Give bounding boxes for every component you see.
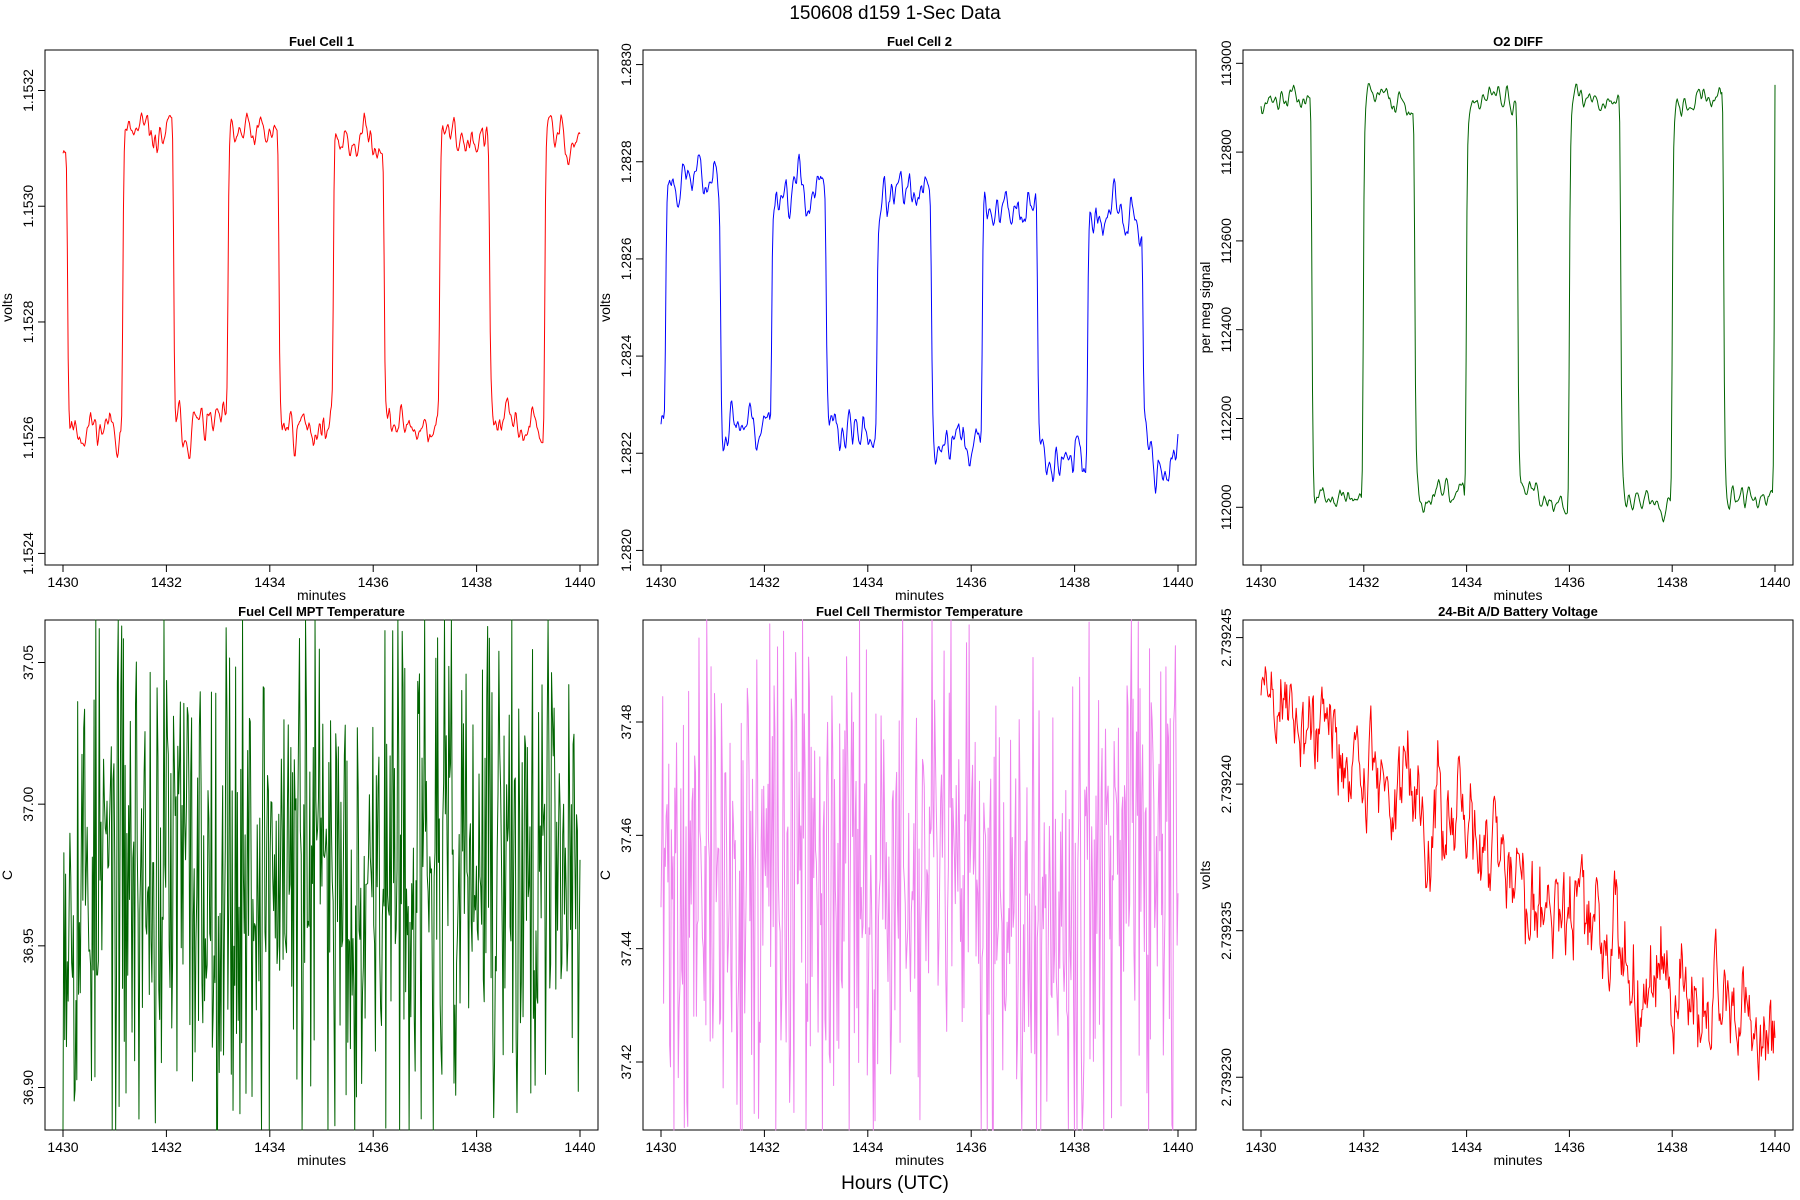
y-axis-label: C	[0, 870, 15, 880]
x-tick-label: 1440	[564, 574, 595, 590]
x-tick-label: 1430	[645, 574, 676, 590]
x-tick-label: 1430	[47, 574, 78, 590]
figure-xlabel: Hours (UTC)	[841, 1173, 949, 1194]
x-tick-label: 1436	[956, 1139, 987, 1155]
y-tick-label: 1.1532	[20, 69, 36, 112]
y-tick-label: 1.1528	[20, 300, 36, 343]
x-tick-label: 1432	[1348, 574, 1379, 590]
y-axis-label: volts	[1197, 861, 1213, 890]
x-tick-label: 1440	[1162, 574, 1193, 590]
y-tick-label: 2.739240	[1218, 755, 1234, 814]
y-tick-label: 1.2820	[618, 529, 634, 572]
y-tick-label: 1.1524	[20, 532, 36, 575]
y-tick-label: 112800	[1218, 129, 1234, 175]
x-axis-label: minutes	[297, 587, 346, 603]
x-tick-label: 1434	[1451, 1139, 1482, 1155]
x-tick-label: 1438	[1657, 1139, 1688, 1155]
x-axis-label: minutes	[895, 1152, 944, 1168]
y-tick-label: 112600	[1218, 218, 1234, 264]
x-tick-label: 1436	[956, 574, 987, 590]
y-tick-label: 37.00	[20, 786, 36, 821]
x-tick-label: 1438	[1059, 1139, 1090, 1155]
x-tick-label: 1436	[1554, 1139, 1585, 1155]
y-tick-label: 37.44	[618, 931, 634, 966]
y-tick-label: 2.739235	[1218, 901, 1234, 960]
y-tick-label: 1.2822	[618, 432, 634, 475]
y-tick-label: 113000	[1218, 40, 1234, 86]
y-tick-label: 36.90	[20, 1070, 36, 1105]
x-tick-label: 1438	[1059, 574, 1090, 590]
panel-title: 24-Bit A/D Battery Voltage	[1438, 604, 1598, 619]
x-tick-label: 1438	[461, 1139, 492, 1155]
y-tick-label: 1.1530	[20, 185, 36, 228]
x-tick-label: 1434	[1451, 574, 1482, 590]
y-tick-label: 1.2824	[618, 334, 634, 377]
series-line-fuel-cell-2	[660, 153, 1179, 494]
y-tick-label: 2.739230	[1218, 1048, 1234, 1107]
y-tick-label: 1.2826	[618, 237, 634, 280]
x-tick-label: 1438	[1657, 574, 1688, 590]
y-tick-label: 112400	[1218, 307, 1234, 353]
series-line-fuel-cell-1	[62, 112, 581, 460]
x-tick-label: 1430	[1245, 1139, 1276, 1155]
panel-title: Fuel Cell 1	[289, 34, 354, 49]
panel-title: O2 DIFF	[1493, 34, 1543, 49]
series-line-fuel-cell-thermistor-temperature	[660, 619, 1179, 1131]
y-tick-label: 37.42	[618, 1044, 634, 1079]
x-tick-label: 1432	[749, 1139, 780, 1155]
plot-frame-1	[44, 49, 599, 566]
y-tick-label: 36.95	[20, 928, 36, 963]
x-tick-label: 1434	[254, 574, 285, 590]
plot-frame-4	[44, 619, 599, 1131]
x-tick-label: 1434	[852, 1139, 883, 1155]
x-tick-label: 1430	[47, 1139, 78, 1155]
plot-frame-3	[1242, 49, 1794, 566]
y-axis-label: volts	[0, 293, 15, 322]
plot-frame-2	[642, 49, 1197, 566]
y-tick-label: 1.2830	[618, 43, 634, 86]
plot-frame-5	[642, 619, 1197, 1131]
series-line-fuel-cell-mpt-temperature	[62, 619, 581, 1131]
y-axis-label: per meg signal	[1197, 262, 1213, 354]
x-tick-label: 1438	[461, 574, 492, 590]
series-line-o2-diff	[1260, 82, 1776, 523]
panel-title: Fuel Cell Thermistor Temperature	[816, 604, 1023, 619]
x-axis-label: minutes	[1493, 1152, 1542, 1168]
panel-title: Fuel Cell 2	[887, 34, 952, 49]
y-axis-label: volts	[597, 293, 613, 322]
x-axis-label: minutes	[895, 587, 944, 603]
x-tick-label: 1432	[151, 1139, 182, 1155]
series-line-24-bit-a-d-battery-voltage	[1260, 666, 1776, 1081]
x-tick-label: 1430	[645, 1139, 676, 1155]
figure-title: 150608 d159 1-Sec Data	[789, 3, 1001, 24]
y-tick-label: 1.1526	[20, 416, 36, 459]
x-tick-label: 1440	[1162, 1139, 1193, 1155]
y-axis-label: C	[597, 870, 613, 880]
x-tick-label: 1436	[1554, 574, 1585, 590]
x-tick-label: 1440	[564, 1139, 595, 1155]
x-axis-label: minutes	[297, 1152, 346, 1168]
x-tick-label: 1436	[358, 574, 389, 590]
x-tick-label: 1432	[749, 574, 780, 590]
x-tick-label: 1440	[1759, 1139, 1790, 1155]
x-tick-label: 1430	[1245, 574, 1276, 590]
x-tick-label: 1434	[254, 1139, 285, 1155]
x-tick-label: 1432	[151, 574, 182, 590]
x-tick-label: 1434	[852, 574, 883, 590]
y-tick-label: 37.05	[20, 645, 36, 680]
y-tick-label: 112000	[1218, 484, 1234, 530]
x-tick-label: 1432	[1348, 1139, 1379, 1155]
x-tick-label: 1436	[358, 1139, 389, 1155]
x-axis-label: minutes	[1493, 587, 1542, 603]
y-tick-label: 112200	[1218, 395, 1234, 441]
y-tick-label: 37.46	[618, 818, 634, 853]
plot-frame-6	[1242, 619, 1794, 1131]
y-tick-label: 2.739245	[1218, 608, 1234, 667]
panel-title: Fuel Cell MPT Temperature	[238, 604, 405, 619]
y-tick-label: 37.48	[618, 704, 634, 739]
y-tick-label: 1.2828	[618, 140, 634, 183]
x-tick-label: 1440	[1759, 574, 1790, 590]
